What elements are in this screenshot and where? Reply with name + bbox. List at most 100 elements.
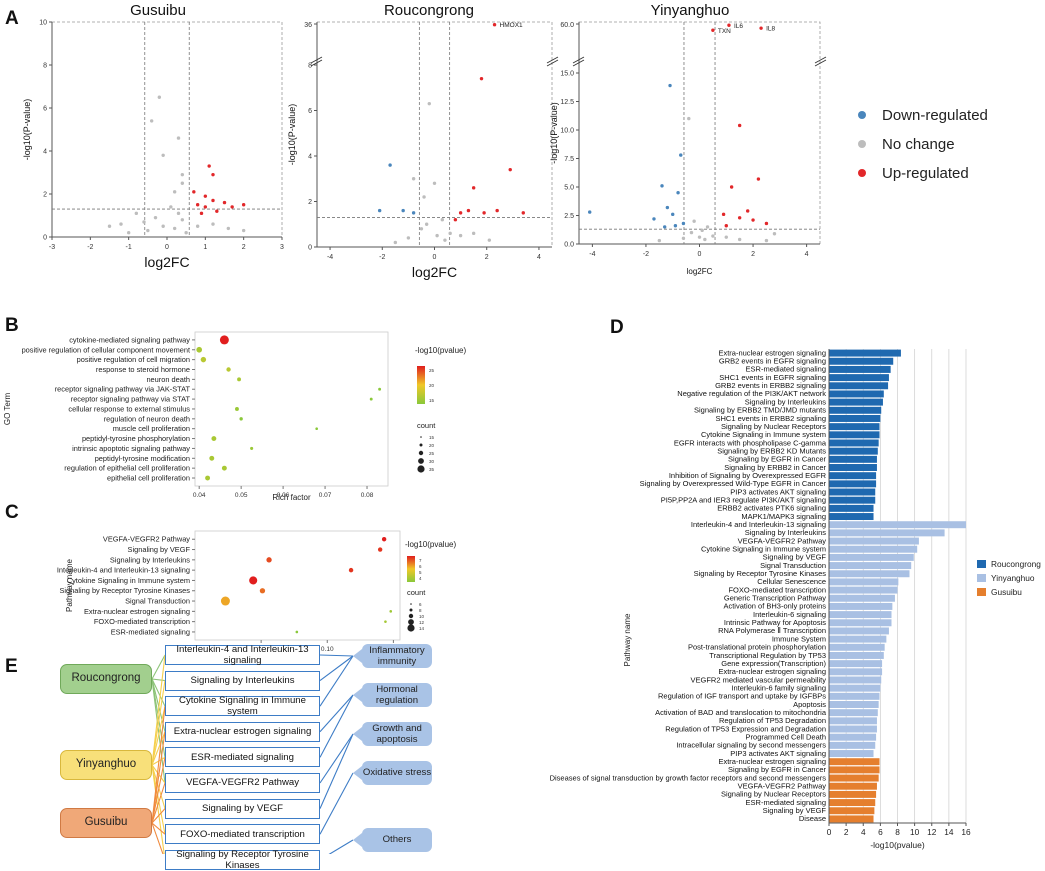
y-axis-label: GO Term <box>3 393 12 426</box>
herb-pathway-link <box>151 757 166 824</box>
bar <box>829 586 898 594</box>
bubble-point <box>211 436 217 442</box>
category-label: intrinsic apoptotic signaling pathway <box>72 444 190 453</box>
category-label: epithelial cell proliferation <box>107 474 190 483</box>
bar-label: Gene expression(Transcription) <box>721 659 826 668</box>
bar-label: Transcriptional Regulation by TP53 <box>709 651 826 660</box>
count-marker <box>410 603 412 605</box>
y-axis-label: -log10(P-value) <box>287 104 297 166</box>
data-point <box>673 224 678 228</box>
bar <box>829 725 877 733</box>
bar <box>829 537 919 545</box>
legend-swatch <box>977 574 986 582</box>
bar <box>829 349 901 357</box>
data-point <box>230 205 234 209</box>
data-point <box>521 211 525 215</box>
pathway-category-link <box>319 772 354 835</box>
data-point <box>724 224 728 228</box>
data-point <box>681 221 686 226</box>
bar-label: Cytokine Signaling in Immune system <box>701 430 826 439</box>
x-tick-label: -4 <box>327 254 333 261</box>
data-point <box>711 28 715 32</box>
count-marker <box>418 458 424 464</box>
category-label: VEGFA-VEGFR2 Pathway <box>103 535 190 544</box>
herb-pathway-link <box>151 678 166 707</box>
data-point <box>149 119 154 123</box>
category-label: receptor signaling pathway via STAT <box>71 395 191 404</box>
bar <box>829 447 878 455</box>
data-point <box>176 136 181 140</box>
y-tick-label: 6 <box>308 108 312 115</box>
bar <box>829 643 885 651</box>
bar-label: VEGFA-VEGFR2 Pathway <box>738 536 827 545</box>
bar-label: Intrinsic Pathway for Apoptosis <box>724 618 826 627</box>
herb-node: Roucongrong <box>60 664 152 694</box>
data-point <box>440 218 445 222</box>
x-tick-label: 3 <box>280 244 284 251</box>
bar-label: Signal Transduction <box>760 561 826 570</box>
bar <box>829 464 877 471</box>
data-point <box>241 228 246 233</box>
y-tick-label: 8 <box>308 63 312 70</box>
bar <box>829 357 894 365</box>
category-label: Interleukin-4 and Interleukin-13 signali… <box>57 566 190 575</box>
axis-break-mark <box>310 59 323 67</box>
x-axis-label: Rich factor <box>272 493 311 502</box>
bar-label: Negative regulation of the PI3K/AKT netw… <box>677 389 826 398</box>
bar-label: Activation of BAD and translocation to m… <box>655 708 827 717</box>
data-point <box>180 172 185 177</box>
category-label: regulation of epithelial cell proliferat… <box>64 464 190 473</box>
category-label: Signaling by Receptor Tyrosine Kinases <box>59 586 190 595</box>
data-point <box>134 211 139 216</box>
y-tick-label: 10 <box>39 20 47 27</box>
colorbar <box>417 366 425 404</box>
category-label: ESR-mediated signaling <box>111 627 190 636</box>
bar <box>829 594 895 602</box>
colorbar-tick-label: 20 <box>429 383 435 388</box>
x-tick-label: 14 <box>944 827 954 837</box>
bar <box>829 799 876 807</box>
herb-pathway-link <box>151 678 166 682</box>
bar <box>829 668 883 676</box>
chart-title: Yinyanghuo <box>651 2 730 19</box>
data-point <box>203 205 208 209</box>
herb-pathway-link <box>151 808 166 824</box>
x-tick-label: 0.05 <box>235 492 248 499</box>
data-point <box>471 186 476 190</box>
data-point <box>471 231 476 236</box>
data-point <box>764 238 769 243</box>
bubble-point <box>384 620 387 623</box>
panel-label-e: E <box>5 656 18 677</box>
colorbar-tick-label: 5 <box>419 570 422 575</box>
gene-label: IL6 <box>734 23 743 30</box>
data-point <box>172 190 177 194</box>
data-point <box>458 233 463 238</box>
category-label: cytokine-mediated signaling pathway <box>69 335 190 344</box>
bar-label: Signaling by Interleukins <box>745 528 827 537</box>
count-marker <box>418 450 424 456</box>
data-point <box>705 225 710 229</box>
bar-label: Signaling by VEGF <box>763 553 827 562</box>
bar <box>829 406 882 414</box>
category-label: Signaling by Interleukins <box>110 555 190 564</box>
bubble-point <box>381 537 387 542</box>
bar <box>829 521 966 529</box>
bubble-point <box>378 387 382 391</box>
x-tick-label: 10 <box>910 827 920 837</box>
count-tick-label: 12 <box>419 620 425 625</box>
bar <box>829 619 892 627</box>
x-tick-label: 2 <box>242 244 246 251</box>
data-point <box>211 172 215 177</box>
data-point <box>692 219 696 223</box>
bar <box>829 553 914 561</box>
data-point <box>427 101 431 106</box>
y-tick-label: 2 <box>43 192 47 199</box>
bar-label: Signaling by Nuclear Receptors <box>721 790 826 799</box>
y-tick-label: 0.0 <box>564 242 574 249</box>
bar <box>829 684 881 692</box>
bubble-point <box>219 335 229 345</box>
data-point <box>424 222 429 226</box>
gene-label: IL8 <box>766 26 775 33</box>
x-tick-label: 2 <box>751 251 755 258</box>
data-point <box>772 232 777 236</box>
